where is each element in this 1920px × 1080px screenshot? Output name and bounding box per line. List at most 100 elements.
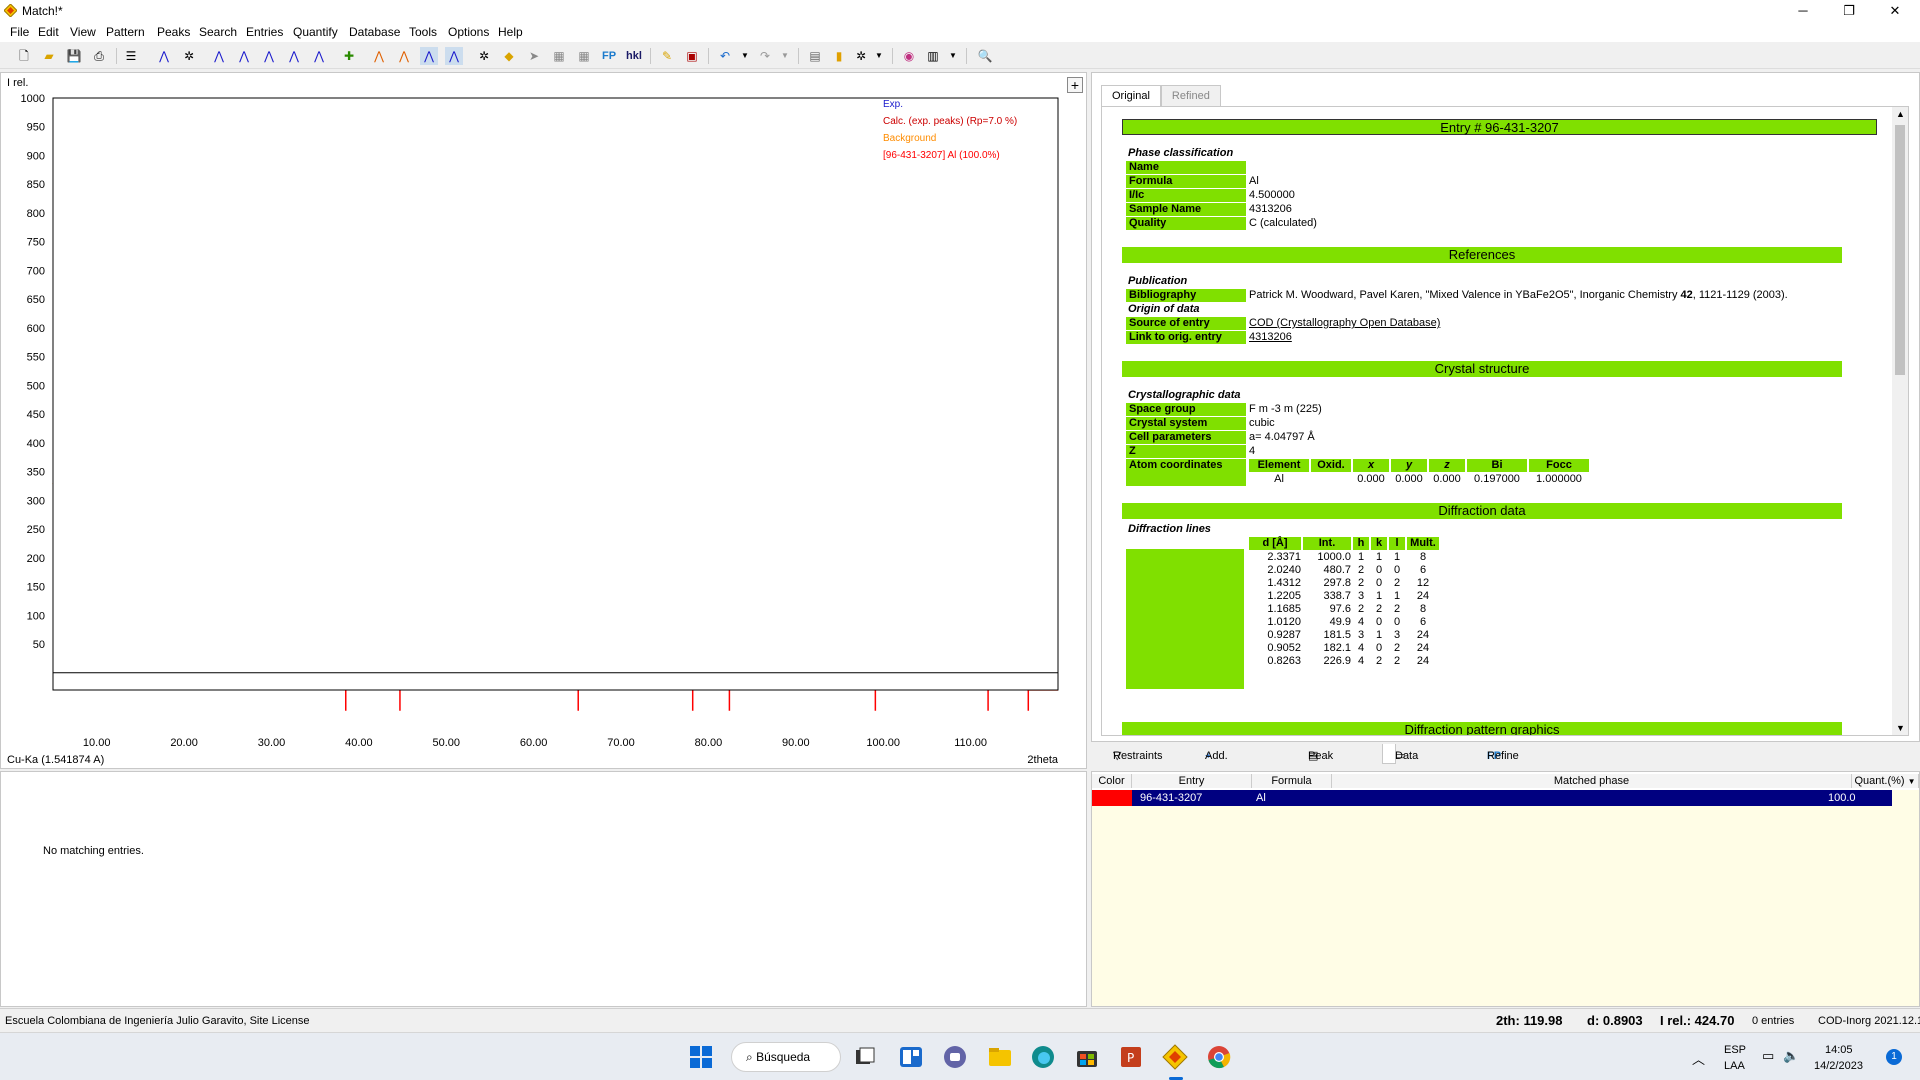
undo-dropdown-icon[interactable]: ▼ — [741, 51, 749, 60]
atom-element: Al — [1274, 473, 1284, 485]
tab-refined[interactable]: Refined — [1160, 85, 1221, 106]
menu-view[interactable]: View — [70, 25, 96, 39]
diffraction-graphics-heading: Diffraction pattern graphics — [1122, 722, 1842, 735]
save-icon[interactable]: 💾 — [66, 49, 82, 63]
menu-tools[interactable]: Tools — [409, 25, 438, 39]
file-explorer-icon[interactable] — [987, 1044, 1013, 1070]
col-entry[interactable]: Entry — [1132, 774, 1252, 788]
tray-chevron-icon[interactable]: ︿ — [1692, 1052, 1706, 1067]
col-quant[interactable]: Quant.(%) ▼ — [1852, 774, 1919, 788]
open-folder-icon[interactable]: ▰ — [44, 49, 54, 63]
cylinder-icon[interactable]: ▮ — [835, 49, 843, 63]
tools-dropdown-icon[interactable]: ▼ — [875, 51, 883, 60]
pattern-tool-icon[interactable]: ✲ — [183, 49, 195, 63]
volume-icon[interactable]: 🔈 — [1783, 1048, 1800, 1063]
menu-edit[interactable]: Edit — [38, 25, 59, 39]
add-pane-button[interactable]: + — [1067, 77, 1083, 93]
sheet-scrollbar[interactable]: ▲ ▼ — [1892, 107, 1908, 735]
bibliography-label: Bibliography — [1126, 289, 1246, 302]
print-icon[interactable]: ⎙ — [94, 49, 104, 63]
teams-chat-icon[interactable] — [942, 1044, 968, 1070]
chart-settings-dropdown-icon[interactable]: ▼ — [949, 51, 957, 60]
redo-dropdown-icon[interactable]: ▼ — [781, 51, 789, 60]
peak-a-icon[interactable]: ⋀ — [214, 49, 224, 63]
tab-peak-list[interactable]: ▤ Peak list — [1296, 744, 1333, 782]
database-icon[interactable]: ▤ — [809, 49, 821, 63]
col-formula[interactable]: Formula — [1252, 774, 1332, 788]
color-wheel-icon[interactable]: ◉ — [903, 49, 915, 63]
diffraction-chart[interactable]: 50 100 150 200 250 300 350 400 450 500 550 600 650 70… — [1, 73, 1086, 768]
tab-data-sheet[interactable]: ▭ Data sheet — [1382, 744, 1422, 782]
chrome-icon[interactable] — [1206, 1044, 1232, 1070]
store-icon[interactable] — [1074, 1044, 1100, 1070]
arrow-icon[interactable]: ➤ — [528, 49, 540, 63]
match-taskbar-icon[interactable] — [1162, 1044, 1188, 1070]
new-file-icon[interactable]: 🗋 — [19, 49, 29, 63]
taskbar-search[interactable]: ⌕ Búsqueda — [731, 1042, 841, 1072]
tools-icon[interactable]: ✲ — [855, 49, 867, 63]
language-indicator[interactable]: ESP — [1724, 1044, 1747, 1056]
fp-button[interactable]: FP — [601, 50, 617, 62]
tool-b-icon[interactable]: ▦ — [578, 49, 590, 63]
peak-c-icon[interactable]: ⋀ — [264, 49, 274, 63]
add-peak-icon[interactable]: ✚ — [343, 49, 355, 63]
pattern-peak-icon[interactable]: ⋀ — [159, 49, 169, 63]
peak-b-icon[interactable]: ⋀ — [239, 49, 249, 63]
phase-color-swatch[interactable] — [1092, 790, 1132, 806]
tab-add-entries[interactable]: + Add. entries — [1193, 744, 1238, 782]
network-icon[interactable]: ▭ — [1762, 1048, 1775, 1063]
tab-original[interactable]: Original — [1101, 85, 1161, 106]
scroll-thumb[interactable] — [1895, 125, 1905, 375]
peak-e-icon[interactable]: ⋀ — [314, 49, 324, 63]
sample-name-label: Sample Name — [1126, 203, 1246, 216]
tab-refine[interactable]: FP Refine — [1475, 744, 1519, 764]
scroll-down-icon[interactable]: ▼ — [1896, 723, 1905, 733]
cube-icon[interactable]: ▣ — [686, 49, 698, 63]
widgets-icon[interactable] — [898, 1044, 924, 1070]
tab-restraints[interactable]: ▽ Restraints — [1101, 744, 1163, 764]
clock-date[interactable]: 14/2/2023 — [1814, 1060, 1863, 1072]
col-color[interactable]: Color — [1092, 774, 1132, 788]
search-match-icon[interactable]: ✲ — [478, 49, 490, 63]
orig-entry-link[interactable]: 4313206 — [1249, 331, 1292, 343]
col-matched-phase[interactable]: Matched phase — [1332, 774, 1852, 788]
windows-start-icon[interactable] — [688, 1044, 714, 1070]
clock-time[interactable]: 14:05 — [1825, 1044, 1853, 1056]
undo-icon[interactable]: ↶ — [719, 49, 731, 63]
menu-peaks[interactable]: Peaks — [157, 25, 191, 39]
peak-f-icon[interactable]: ⋀ — [374, 49, 384, 63]
pencil-icon[interactable]: ✎ — [661, 49, 673, 63]
menu-quantify[interactable]: Quantify — [293, 25, 338, 39]
powerpoint-icon[interactable]: P — [1118, 1044, 1144, 1070]
diamond-icon[interactable]: ◆ — [504, 49, 514, 63]
source-link[interactable]: COD (Crystallography Open Database) — [1249, 317, 1441, 329]
phase-row[interactable]: 96-431-3207 Al 100.0 — [1132, 790, 1892, 806]
menu-options[interactable]: Options — [448, 25, 490, 39]
y-tick-label: 300 — [27, 495, 45, 507]
peak-i-icon[interactable]: ⋀ — [445, 47, 463, 65]
list-icon[interactable]: ☰ — [125, 49, 137, 63]
tool-a-icon[interactable]: ▦ — [553, 49, 565, 63]
chart-settings-icon[interactable]: ▥ — [927, 49, 939, 63]
hkl-button[interactable]: hkl — [626, 50, 642, 62]
peak-g-icon[interactable]: ⋀ — [399, 49, 409, 63]
redo-icon[interactable]: ↷ — [759, 49, 771, 63]
diffraction-line-cell: 0 — [1375, 642, 1383, 654]
menu-file[interactable]: File — [10, 25, 30, 39]
peak-d-icon[interactable]: ⋀ — [289, 49, 299, 63]
diffraction-line-cell: 1 — [1357, 551, 1365, 563]
minimize-button[interactable]: ─ — [1798, 3, 1808, 18]
maximize-button[interactable]: ❐ — [1843, 3, 1855, 18]
close-button[interactable]: ✕ — [1889, 3, 1901, 18]
notification-badge[interactable]: 1 — [1886, 1049, 1902, 1065]
task-view-icon[interactable] — [852, 1044, 878, 1070]
scroll-up-icon[interactable]: ▲ — [1896, 109, 1905, 119]
menu-entries[interactable]: Entries — [246, 25, 284, 39]
menu-search[interactable]: Search — [199, 25, 238, 39]
menu-help[interactable]: Help — [498, 25, 523, 39]
menu-database[interactable]: Database — [349, 25, 401, 39]
zoom-icon[interactable]: 🔍 — [977, 49, 993, 63]
menu-pattern[interactable]: Pattern — [106, 25, 145, 39]
peak-h-icon[interactable]: ⋀ — [420, 47, 438, 65]
edge-browser-icon[interactable] — [1030, 1044, 1056, 1070]
